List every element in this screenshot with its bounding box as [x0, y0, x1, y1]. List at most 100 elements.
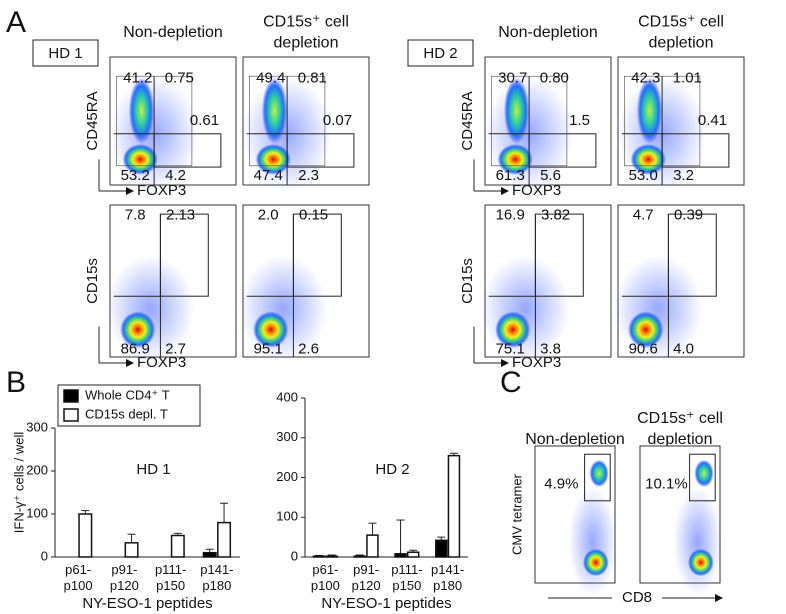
- gate: [286, 133, 355, 168]
- y-axis-label: CD15s: [459, 258, 476, 304]
- quadrant-value: 0.75: [165, 70, 194, 87]
- gate: [661, 133, 730, 168]
- x-tick-label: p61-p100: [311, 562, 340, 593]
- quadrant-value: 53.0: [629, 167, 658, 184]
- density: [122, 144, 158, 175]
- x-tick-label: p141-p180: [431, 562, 464, 593]
- quadrant-value: 4.0: [673, 340, 694, 357]
- quadrant-value: 16.9: [496, 207, 525, 224]
- quadrant-value: 53.2: [121, 167, 150, 184]
- quadrant-value: 0.61: [190, 112, 219, 129]
- column-header: depletion: [649, 35, 714, 52]
- legend-swatch: [63, 408, 79, 422]
- bar: [353, 555, 367, 558]
- quadrant-value: 42.3: [631, 70, 660, 87]
- quadrant-value: 1.5: [569, 112, 590, 129]
- quadrant-value: 4.7: [633, 207, 654, 224]
- column-header: depletion: [274, 35, 339, 52]
- y-axis-label: CD45RA: [84, 91, 101, 150]
- x-tick-label: p91-p120: [110, 562, 139, 593]
- gate: [153, 133, 222, 168]
- density: [568, 487, 617, 597]
- panel-label: A: [6, 6, 26, 39]
- y-axis-label: CD15s: [84, 258, 101, 304]
- legend-swatch: [63, 389, 79, 403]
- column-header: Non-depletion: [525, 431, 625, 448]
- density: [503, 77, 530, 145]
- density: [673, 487, 722, 597]
- gate-value: 4.9%: [544, 475, 578, 492]
- column-header: CD15s⁺ cell: [263, 14, 349, 31]
- quadrant-value: 95.1: [254, 340, 283, 357]
- density: [688, 548, 714, 577]
- density: [589, 459, 609, 488]
- quadrant-value: 2.13: [166, 207, 195, 224]
- y-axis-label: CD45RA: [459, 91, 476, 150]
- bar: [325, 555, 338, 558]
- density: [255, 144, 291, 175]
- density: [497, 144, 533, 175]
- quadrant-value: 1.01: [673, 70, 702, 87]
- density: [253, 311, 289, 348]
- bar: [124, 542, 139, 558]
- bar: [406, 551, 420, 558]
- y-tick-label: 100: [276, 509, 298, 524]
- gate: [159, 213, 209, 297]
- quadrant-value: 3.2: [673, 167, 694, 184]
- y-tick-label: 0: [291, 548, 298, 563]
- legend-box: [57, 384, 201, 427]
- gate: [249, 75, 326, 167]
- gate: [534, 213, 584, 297]
- donor-box: [407, 39, 474, 67]
- quadrant-value: 3.82: [541, 207, 570, 224]
- y-tick-label: 300: [26, 419, 48, 434]
- quadrant-value: 86.9: [121, 340, 150, 357]
- column-header: Non-depletion: [123, 24, 223, 41]
- density: [628, 311, 664, 348]
- quadrant-value: 75.1: [496, 340, 525, 357]
- quadrant-value: 61.3: [496, 167, 525, 184]
- y-axis-label: CMV tetramer: [509, 473, 524, 555]
- quadrant-value: 2.6: [298, 340, 319, 357]
- quadrant-value: 5.6: [540, 167, 561, 184]
- gate: [490, 75, 568, 167]
- gate: [667, 213, 717, 297]
- y-tick-label: 200: [276, 469, 298, 484]
- density: [583, 548, 609, 577]
- bar: [170, 534, 185, 558]
- quadrant-value: 41.2: [123, 70, 152, 87]
- gate-value: 10.1%: [645, 475, 688, 492]
- gate: [292, 213, 342, 297]
- gate: [623, 75, 701, 167]
- density: [630, 144, 666, 175]
- density: [120, 311, 156, 348]
- y-tick-label: 100: [26, 505, 48, 520]
- quadrant-value: 0.07: [323, 112, 352, 129]
- bar: [394, 553, 407, 558]
- quadrant-value: 0.39: [674, 207, 703, 224]
- legend-label: CD15s depl. T: [85, 406, 168, 421]
- x-tick-label: p111-p150: [391, 562, 422, 593]
- donor-label: HD 1: [48, 45, 82, 62]
- panel-label: B: [6, 366, 26, 399]
- gate: [584, 453, 611, 502]
- quadrant-value: 0.80: [540, 70, 569, 87]
- quadrant-value: 2.0: [258, 207, 279, 224]
- quadrant-value: 7.8: [125, 207, 146, 224]
- column-header: CD15s⁺ cell: [637, 410, 723, 427]
- chart-title: HD 1: [136, 461, 170, 478]
- density: [636, 77, 663, 145]
- legend-label: Whole CD4⁺ T: [85, 387, 170, 402]
- density: [694, 459, 714, 488]
- quadrant-value: 4.2: [165, 167, 186, 184]
- y-tick-label: 300: [276, 429, 298, 444]
- density: [128, 77, 155, 145]
- gate: [116, 75, 193, 167]
- y-axis-label: IFN-γ⁺ cells / well: [11, 432, 26, 534]
- gate: [689, 453, 716, 502]
- chart-title: HD 2: [375, 461, 409, 478]
- bar: [217, 521, 232, 558]
- x-axis-label: CD8: [622, 589, 652, 606]
- bar: [312, 555, 326, 558]
